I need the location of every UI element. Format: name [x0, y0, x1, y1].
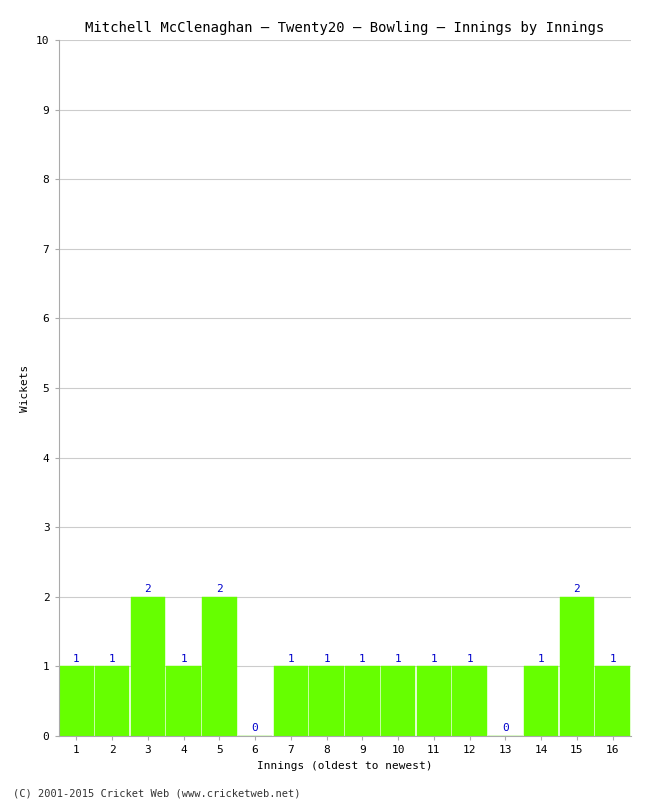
Text: 1: 1	[538, 654, 545, 664]
Bar	[595, 666, 630, 736]
Text: (C) 2001-2015 Cricket Web (www.cricketweb.net): (C) 2001-2015 Cricket Web (www.cricketwe…	[13, 788, 300, 798]
Text: 2: 2	[216, 584, 223, 594]
Text: 1: 1	[466, 654, 473, 664]
Y-axis label: Wickets: Wickets	[20, 364, 31, 412]
Bar	[345, 666, 380, 736]
Text: 1: 1	[73, 654, 80, 664]
Text: 1: 1	[430, 654, 437, 664]
Bar	[166, 666, 201, 736]
Text: 2: 2	[144, 584, 151, 594]
Bar	[274, 666, 308, 736]
Text: 1: 1	[359, 654, 366, 664]
Bar	[202, 597, 237, 736]
Bar	[59, 666, 94, 736]
Text: 0: 0	[502, 723, 509, 734]
Text: 1: 1	[323, 654, 330, 664]
Bar	[524, 666, 558, 736]
Text: 1: 1	[609, 654, 616, 664]
Text: 1: 1	[109, 654, 116, 664]
Bar	[95, 666, 129, 736]
Bar	[452, 666, 487, 736]
Bar	[131, 597, 165, 736]
Text: 1: 1	[395, 654, 402, 664]
Text: 2: 2	[573, 584, 580, 594]
Bar	[381, 666, 415, 736]
Bar	[560, 597, 594, 736]
Text: 1: 1	[180, 654, 187, 664]
Bar	[309, 666, 344, 736]
Title: Mitchell McClenaghan – Twenty20 – Bowling – Innings by Innings: Mitchell McClenaghan – Twenty20 – Bowlin…	[85, 21, 604, 34]
Text: 1: 1	[287, 654, 294, 664]
Text: 0: 0	[252, 723, 259, 734]
X-axis label: Innings (oldest to newest): Innings (oldest to newest)	[257, 761, 432, 770]
Bar	[417, 666, 451, 736]
